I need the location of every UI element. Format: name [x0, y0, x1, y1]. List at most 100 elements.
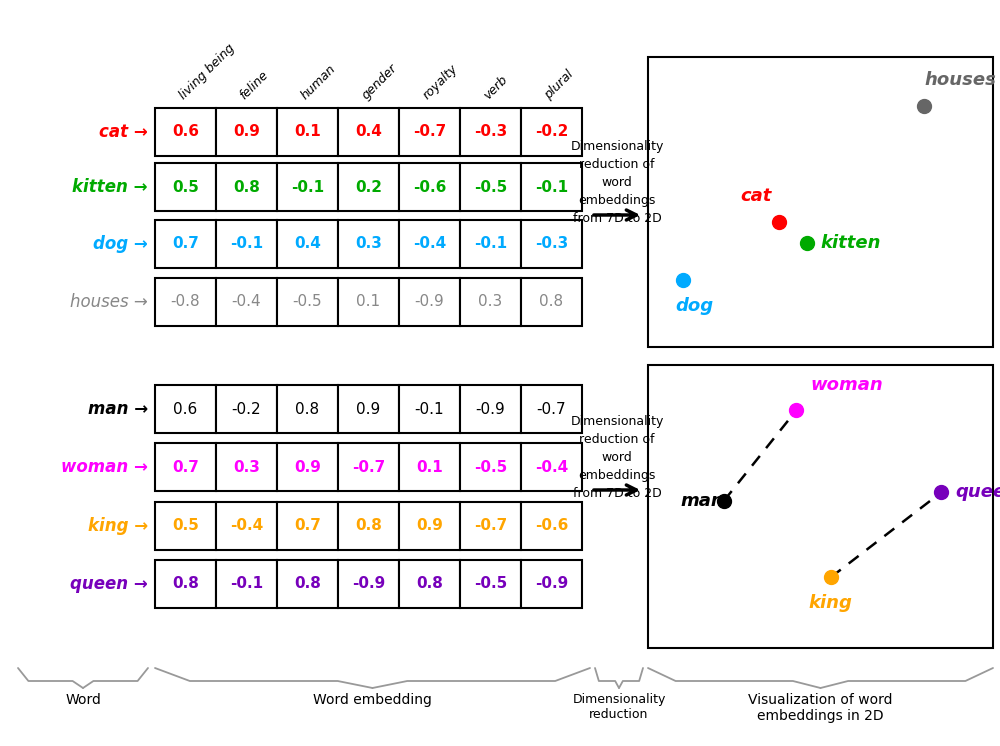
Text: -0.4: -0.4 [230, 518, 263, 533]
Text: 0.5: 0.5 [172, 180, 199, 195]
Text: Dimensionality
reduction of
word
embeddings
from 7D to 2D: Dimensionality reduction of word embeddi… [570, 415, 664, 500]
Bar [521, 220, 582, 268]
Text: -0.3: -0.3 [474, 125, 507, 140]
Bar [216, 278, 277, 326]
Text: 0.8: 0.8 [295, 401, 320, 416]
Bar [648, 57, 993, 347]
Text: living being: living being [176, 42, 237, 102]
Bar [277, 278, 338, 326]
Bar [277, 163, 338, 211]
Bar [216, 560, 277, 608]
Bar [460, 502, 521, 550]
Bar [399, 502, 460, 550]
Text: 0.4: 0.4 [294, 236, 321, 251]
Text: Dimensionality
reduction of
word
embeddings
from 7D to 2D: Dimensionality reduction of word embeddi… [570, 140, 664, 225]
Bar [277, 560, 338, 608]
Bar [338, 560, 399, 608]
Text: woman →: woman → [61, 458, 148, 476]
Bar [460, 560, 521, 608]
Bar [460, 220, 521, 268]
Text: Visualization of word
embeddings in 2D: Visualization of word embeddings in 2D [748, 693, 893, 723]
Bar [338, 108, 399, 156]
Text: 0.5: 0.5 [172, 518, 199, 533]
Bar [277, 220, 338, 268]
Bar [648, 365, 993, 648]
Text: -0.7: -0.7 [537, 401, 566, 416]
Bar [460, 163, 521, 211]
Bar [338, 502, 399, 550]
Bar [399, 278, 460, 326]
Text: dog →: dog → [93, 235, 148, 253]
Text: -0.7: -0.7 [352, 460, 385, 474]
Bar [155, 278, 216, 326]
Text: 0.9: 0.9 [356, 401, 381, 416]
Bar [338, 220, 399, 268]
Text: man →: man → [88, 400, 148, 418]
Text: -0.9: -0.9 [415, 295, 444, 310]
Bar [399, 220, 460, 268]
Text: kitten →: kitten → [72, 178, 148, 196]
Bar [338, 163, 399, 211]
Bar [216, 502, 277, 550]
Bar [155, 560, 216, 608]
Bar [521, 163, 582, 211]
Text: 0.7: 0.7 [172, 460, 199, 474]
Text: -0.1: -0.1 [474, 236, 507, 251]
Text: 0.8: 0.8 [294, 577, 321, 592]
Text: 0.9: 0.9 [294, 460, 321, 474]
Text: 0.7: 0.7 [294, 518, 321, 533]
Text: -0.1: -0.1 [230, 577, 263, 592]
Text: feline: feline [237, 68, 271, 102]
Bar [277, 385, 338, 433]
Text: -0.4: -0.4 [413, 236, 446, 251]
Text: 0.3: 0.3 [233, 460, 260, 474]
Text: -0.4: -0.4 [232, 295, 261, 310]
Text: Word embedding: Word embedding [313, 693, 432, 707]
Text: -0.4: -0.4 [535, 460, 568, 474]
Text: woman: woman [810, 376, 883, 394]
Bar [521, 385, 582, 433]
Text: kitten: kitten [820, 233, 881, 251]
Text: -0.6: -0.6 [535, 518, 568, 533]
Bar [521, 108, 582, 156]
Text: 0.1: 0.1 [294, 125, 321, 140]
Text: -0.1: -0.1 [230, 236, 263, 251]
Bar [216, 443, 277, 491]
Bar [521, 278, 582, 326]
Text: queen: queen [955, 483, 1000, 501]
Text: 0.8: 0.8 [172, 577, 199, 592]
Text: -0.9: -0.9 [352, 577, 385, 592]
Text: man: man [680, 492, 724, 510]
Text: king →: king → [88, 517, 148, 535]
Bar [155, 163, 216, 211]
Text: plural: plural [542, 68, 577, 102]
Bar [521, 560, 582, 608]
Text: cat →: cat → [99, 123, 148, 141]
Text: dog: dog [676, 298, 714, 316]
Text: 0.8: 0.8 [355, 518, 382, 533]
Text: 0.6: 0.6 [172, 125, 199, 140]
Text: houses: houses [924, 71, 996, 90]
Bar [399, 560, 460, 608]
Text: cat: cat [741, 187, 772, 205]
Text: 0.9: 0.9 [233, 125, 260, 140]
Text: -0.7: -0.7 [474, 518, 507, 533]
Text: Dimensionality
reduction: Dimensionality reduction [572, 693, 666, 721]
Text: -0.2: -0.2 [535, 125, 568, 140]
Text: -0.9: -0.9 [476, 401, 505, 416]
Bar [155, 108, 216, 156]
Bar [155, 443, 216, 491]
Text: 0.8: 0.8 [233, 180, 260, 195]
Text: -0.8: -0.8 [171, 295, 200, 310]
Bar [460, 278, 521, 326]
Text: queen →: queen → [70, 575, 148, 593]
Bar [521, 502, 582, 550]
Text: -0.5: -0.5 [293, 295, 322, 310]
Bar [399, 108, 460, 156]
Text: -0.5: -0.5 [474, 180, 507, 195]
Bar [155, 502, 216, 550]
Text: -0.6: -0.6 [413, 180, 446, 195]
Bar [399, 385, 460, 433]
Text: king: king [809, 594, 853, 612]
Bar [338, 443, 399, 491]
